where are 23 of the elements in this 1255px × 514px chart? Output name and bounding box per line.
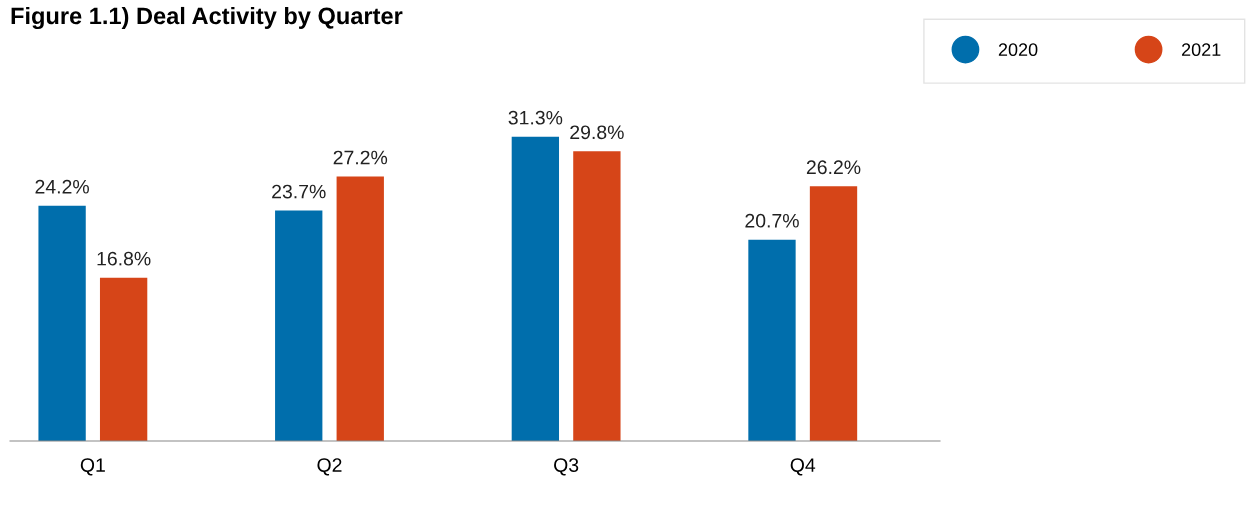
bar <box>809 186 858 442</box>
data-label: 29.8% <box>570 125 624 140</box>
data-label: 26.2% <box>806 160 861 175</box>
data-label: 24.2% <box>35 179 89 194</box>
bar <box>336 176 384 442</box>
bar <box>275 210 323 442</box>
x-tick-label: Q1 <box>80 458 105 476</box>
x-tick-label: Q2 <box>317 458 342 476</box>
legend-label: 2021 <box>1181 43 1221 57</box>
bar <box>38 205 86 442</box>
chart-title: Figure 1.1) Deal Activity by Quarter <box>11 6 403 30</box>
bar <box>511 136 560 442</box>
bar <box>99 277 148 442</box>
bar <box>748 239 796 442</box>
x-tick-label: Q4 <box>790 458 816 476</box>
data-label: 23.7% <box>272 184 326 199</box>
bar <box>573 151 621 442</box>
data-label: 27.2% <box>333 150 388 165</box>
data-label: 31.3% <box>508 110 563 125</box>
data-label: 16.8% <box>97 251 151 266</box>
data-label: 20.7% <box>745 213 799 228</box>
x-tick-label: Q3 <box>554 458 579 476</box>
legend-label: 2020 <box>998 43 1038 57</box>
